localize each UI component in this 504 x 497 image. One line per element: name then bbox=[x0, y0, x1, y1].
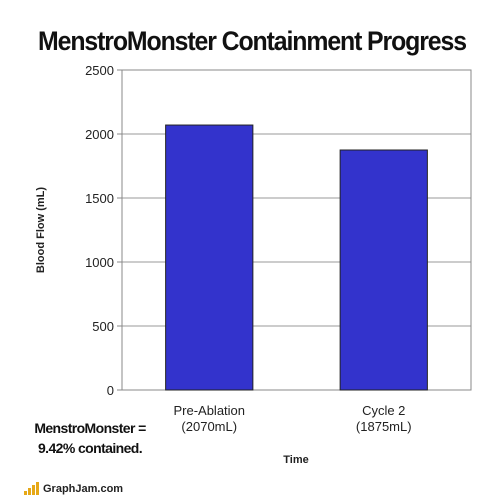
bar bbox=[339, 149, 428, 391]
graphjam-logo[interactable]: GraphJam.com bbox=[24, 481, 123, 495]
x-tick-label: Pre-Ablation bbox=[173, 403, 245, 418]
x-tick-sublabel: (1875mL) bbox=[356, 419, 412, 434]
x-tick-label: Cycle 2 bbox=[362, 403, 405, 418]
annotation-line-2: 9.42% contained. bbox=[38, 440, 143, 456]
bar bbox=[165, 124, 254, 391]
y-axis-label: Blood Flow (mL) bbox=[35, 187, 47, 273]
x-tick-labels: Pre-Ablation(2070mL) Cycle 2(1875mL) bbox=[173, 403, 411, 434]
y-tick-label: 2000 bbox=[85, 127, 114, 142]
x-tick-sublabel: (2070mL) bbox=[181, 419, 237, 434]
containment-annotation: MenstroMonster = 9.42% contained. bbox=[16, 418, 164, 458]
plot-area bbox=[121, 69, 472, 391]
y-tick-label: 0 bbox=[107, 383, 114, 398]
y-tick-labels: 0 500 1000 1500 2000 2500 bbox=[85, 63, 122, 398]
footer: GraphJam.com bbox=[0, 481, 504, 497]
y-tick-label: 2500 bbox=[85, 63, 114, 78]
logo-text: GraphJam.com bbox=[43, 483, 124, 495]
annotation-line-1: MenstroMonster = bbox=[34, 420, 146, 436]
x-axis-label: Time bbox=[283, 454, 308, 466]
chart-title: MenstroMonster Containment Progress bbox=[38, 26, 467, 56]
bars bbox=[165, 124, 428, 391]
y-tick-label: 1500 bbox=[85, 191, 114, 206]
y-tick-label: 500 bbox=[92, 319, 114, 334]
bar-chart-icon bbox=[24, 482, 40, 495]
y-tick-label: 1000 bbox=[85, 255, 114, 270]
